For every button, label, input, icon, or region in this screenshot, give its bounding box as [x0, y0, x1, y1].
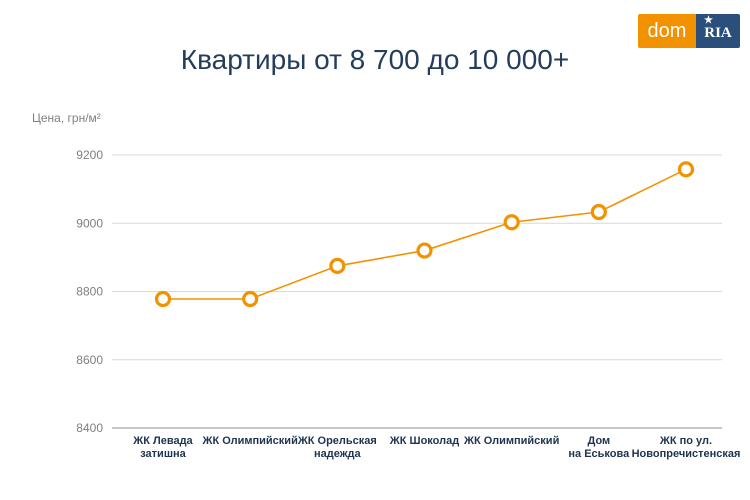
y-tick-label: 8400	[76, 421, 103, 435]
grid-layer	[112, 154, 722, 429]
data-point	[416, 242, 433, 259]
series-layer	[154, 161, 695, 308]
logo-ria: ★ RIA	[696, 14, 740, 48]
y-axis-label: Цена, грн/м²	[32, 111, 101, 125]
series-line	[163, 168, 687, 300]
star-icon: ★	[704, 15, 713, 26]
logo-ria-text: RIA	[704, 25, 732, 41]
data-point	[677, 161, 695, 178]
x-tick-label: ЖК Шоколад	[389, 435, 459, 447]
domria-logo: dom ★ RIA	[638, 14, 740, 48]
y-tick-label: 9000	[76, 216, 103, 230]
y-tick-label: 8600	[76, 353, 103, 367]
x-tick-label: ЖК Олимпийский	[463, 435, 559, 447]
y-tick-layer: 8400 8600 8800 9000 9200	[76, 148, 103, 435]
x-tick-label: ЖК Левада затишна	[132, 435, 193, 460]
x-tick-label: Дом на Еськова	[568, 435, 630, 460]
logo-dom: dom	[638, 14, 696, 48]
y-tick-label: 9200	[76, 148, 103, 162]
x-tick-label: ЖК Орельская надежда	[297, 435, 377, 460]
y-tick-label: 8800	[76, 285, 103, 299]
data-point	[503, 214, 520, 231]
data-point	[590, 203, 607, 221]
x-tick-label: ЖК по ул. Новопречистенская	[632, 435, 741, 460]
x-tick-label: ЖК Олимпийский	[202, 435, 298, 447]
data-point	[329, 257, 346, 275]
data-point	[154, 290, 172, 308]
chart-title: Квартиры от 8 700 до 10 000+	[180, 44, 570, 75]
data-point	[242, 290, 259, 308]
